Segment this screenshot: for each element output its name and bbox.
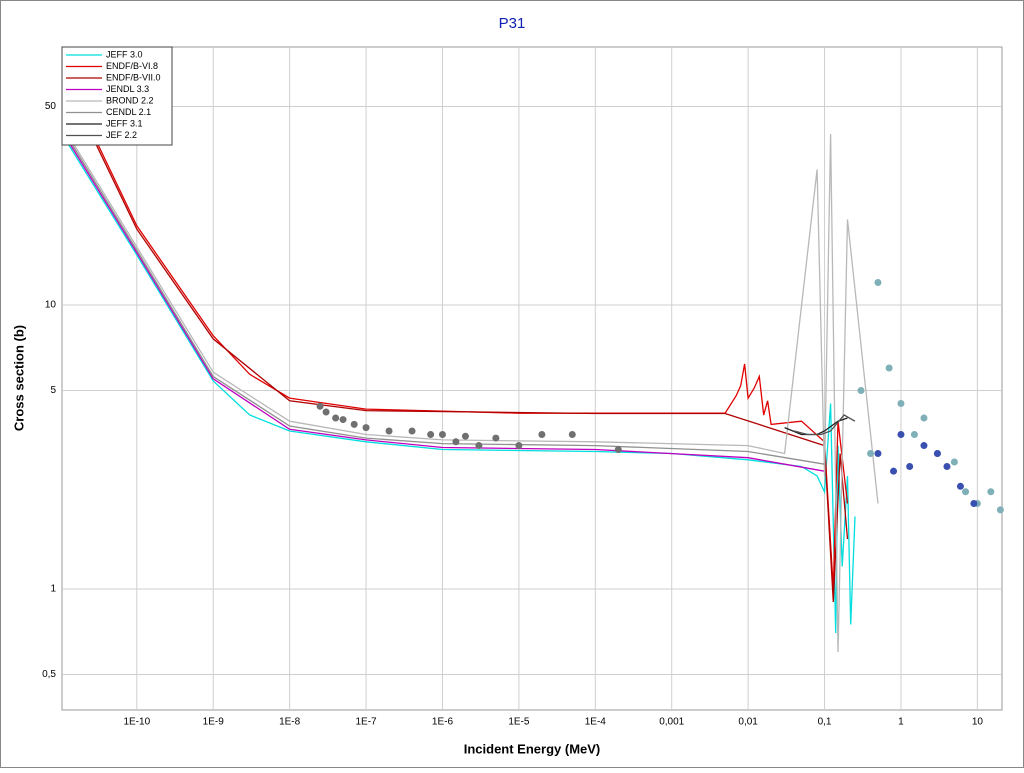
x-tick-label: 10 bbox=[972, 717, 984, 728]
data-point bbox=[461, 432, 469, 440]
data-point bbox=[897, 400, 905, 408]
x-axis-label: Incident Energy (MeV) bbox=[464, 741, 601, 756]
data-point bbox=[322, 408, 330, 416]
x-tick-label: 1E-5 bbox=[508, 717, 530, 728]
legend-label: ENDF/B-VII.0 bbox=[106, 72, 161, 82]
data-point bbox=[385, 427, 393, 435]
data-point bbox=[920, 414, 928, 422]
x-tick-label: 1E-10 bbox=[123, 717, 150, 728]
data-point bbox=[316, 402, 324, 410]
data-point bbox=[350, 420, 358, 428]
chart-title: P31 bbox=[499, 15, 526, 32]
y-axis-label: Cross section (b) bbox=[11, 325, 26, 431]
data-point bbox=[885, 364, 893, 372]
data-point bbox=[920, 442, 928, 450]
data-point bbox=[910, 431, 918, 439]
data-point bbox=[962, 488, 970, 496]
data-point bbox=[890, 467, 898, 475]
x-tick-label: 0,001 bbox=[659, 717, 684, 728]
data-point bbox=[874, 450, 882, 458]
y-tick-label: 0,5 bbox=[42, 669, 56, 680]
data-point bbox=[568, 431, 576, 439]
plot-area bbox=[61, 46, 1003, 711]
data-point bbox=[408, 427, 416, 435]
data-point bbox=[933, 450, 941, 458]
data-point bbox=[956, 482, 964, 490]
x-tick-label: 1E-9 bbox=[203, 717, 225, 728]
data-point bbox=[427, 431, 435, 439]
y-tick-label: 1 bbox=[50, 584, 56, 595]
series-line bbox=[61, 130, 825, 472]
y-tick-label: 5 bbox=[50, 385, 56, 396]
data-point bbox=[874, 279, 882, 287]
legend-label: JEFF 3.1 bbox=[106, 118, 143, 128]
data-point bbox=[970, 500, 978, 508]
series-line bbox=[793, 414, 856, 436]
series-line bbox=[61, 133, 856, 634]
x-tick-label: 0,01 bbox=[738, 717, 758, 728]
data-point bbox=[867, 450, 875, 458]
series-line bbox=[68, 87, 849, 603]
data-point bbox=[332, 414, 340, 422]
legend-label: JEFF 3.0 bbox=[106, 49, 143, 59]
data-point bbox=[452, 438, 460, 446]
x-tick-label: 0,1 bbox=[818, 717, 832, 728]
x-tick-label: 1E-8 bbox=[279, 717, 301, 728]
legend-box bbox=[61, 46, 173, 146]
data-point bbox=[996, 506, 1004, 514]
legend-label: ENDF/B-VI.8 bbox=[106, 61, 158, 71]
data-point bbox=[906, 463, 914, 471]
legend-label: CENDL 2.1 bbox=[106, 107, 151, 117]
legend-label: JEF 2.2 bbox=[106, 130, 137, 140]
data-point bbox=[950, 458, 958, 466]
lines bbox=[61, 83, 879, 653]
series-line bbox=[61, 127, 825, 465]
data-point bbox=[438, 431, 446, 439]
legend-label: JENDL 3.3 bbox=[106, 84, 149, 94]
data-point bbox=[538, 431, 546, 439]
data-point bbox=[897, 431, 905, 439]
markers bbox=[316, 279, 1004, 514]
data-point bbox=[362, 424, 370, 432]
data-point bbox=[614, 445, 622, 453]
data-point bbox=[943, 463, 951, 471]
x-tick-label: 1E-7 bbox=[355, 717, 377, 728]
y-tick-label: 10 bbox=[45, 300, 57, 311]
data-point bbox=[987, 488, 995, 496]
data-point bbox=[492, 434, 500, 442]
data-point bbox=[475, 442, 483, 450]
data-point bbox=[339, 416, 347, 424]
grid bbox=[62, 47, 1002, 710]
data-point bbox=[857, 387, 865, 395]
x-tick-label: 1E-4 bbox=[585, 717, 607, 728]
series-line bbox=[61, 124, 879, 653]
y-tick-label: 50 bbox=[45, 101, 57, 112]
x-tick-label: 1 bbox=[898, 717, 904, 728]
data-point bbox=[515, 442, 523, 450]
x-tick-label: 1E-6 bbox=[432, 717, 454, 728]
legend-label: BROND 2.2 bbox=[106, 95, 154, 105]
